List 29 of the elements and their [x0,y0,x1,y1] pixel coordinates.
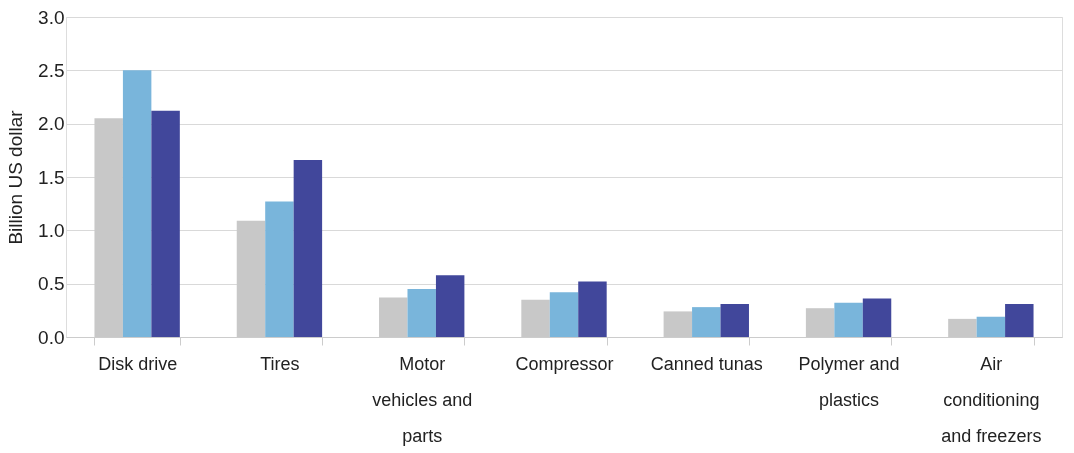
x-tick-label: Polymer and plastics [798,353,900,410]
x-tick-label: Canned tunas [650,353,763,374]
bar [293,159,323,337]
bar [692,307,721,337]
bar [862,298,892,337]
y-tick-label: 2.0 [38,113,65,135]
bar [1005,303,1034,337]
bar [834,302,863,337]
y-tick-label: 2.5 [38,59,65,81]
x-tick-label: Air conditioning and freezers [941,353,1042,446]
y-tick-label: 0.0 [38,326,65,348]
x-tick-label: Tires [260,353,300,374]
y-axis-title: Billion US dollar [5,109,27,245]
bar [122,70,152,337]
y-tick-label: 0.5 [38,273,65,295]
y-tick-label: 1.5 [38,166,65,188]
x-tick-label: Compressor [515,353,614,374]
y-tick-label: 1.0 [38,219,65,241]
x-tick-label: Motor vehicles and parts [372,353,473,446]
bar [265,201,294,337]
x-tick-label: Disk drive [98,353,178,374]
bar [407,289,436,337]
bar [976,316,1006,337]
y-tick-label: 3.0 [38,6,65,28]
bar [435,275,465,337]
bar [578,281,607,337]
bar [720,303,749,337]
bar [549,292,579,337]
bar [151,110,180,337]
